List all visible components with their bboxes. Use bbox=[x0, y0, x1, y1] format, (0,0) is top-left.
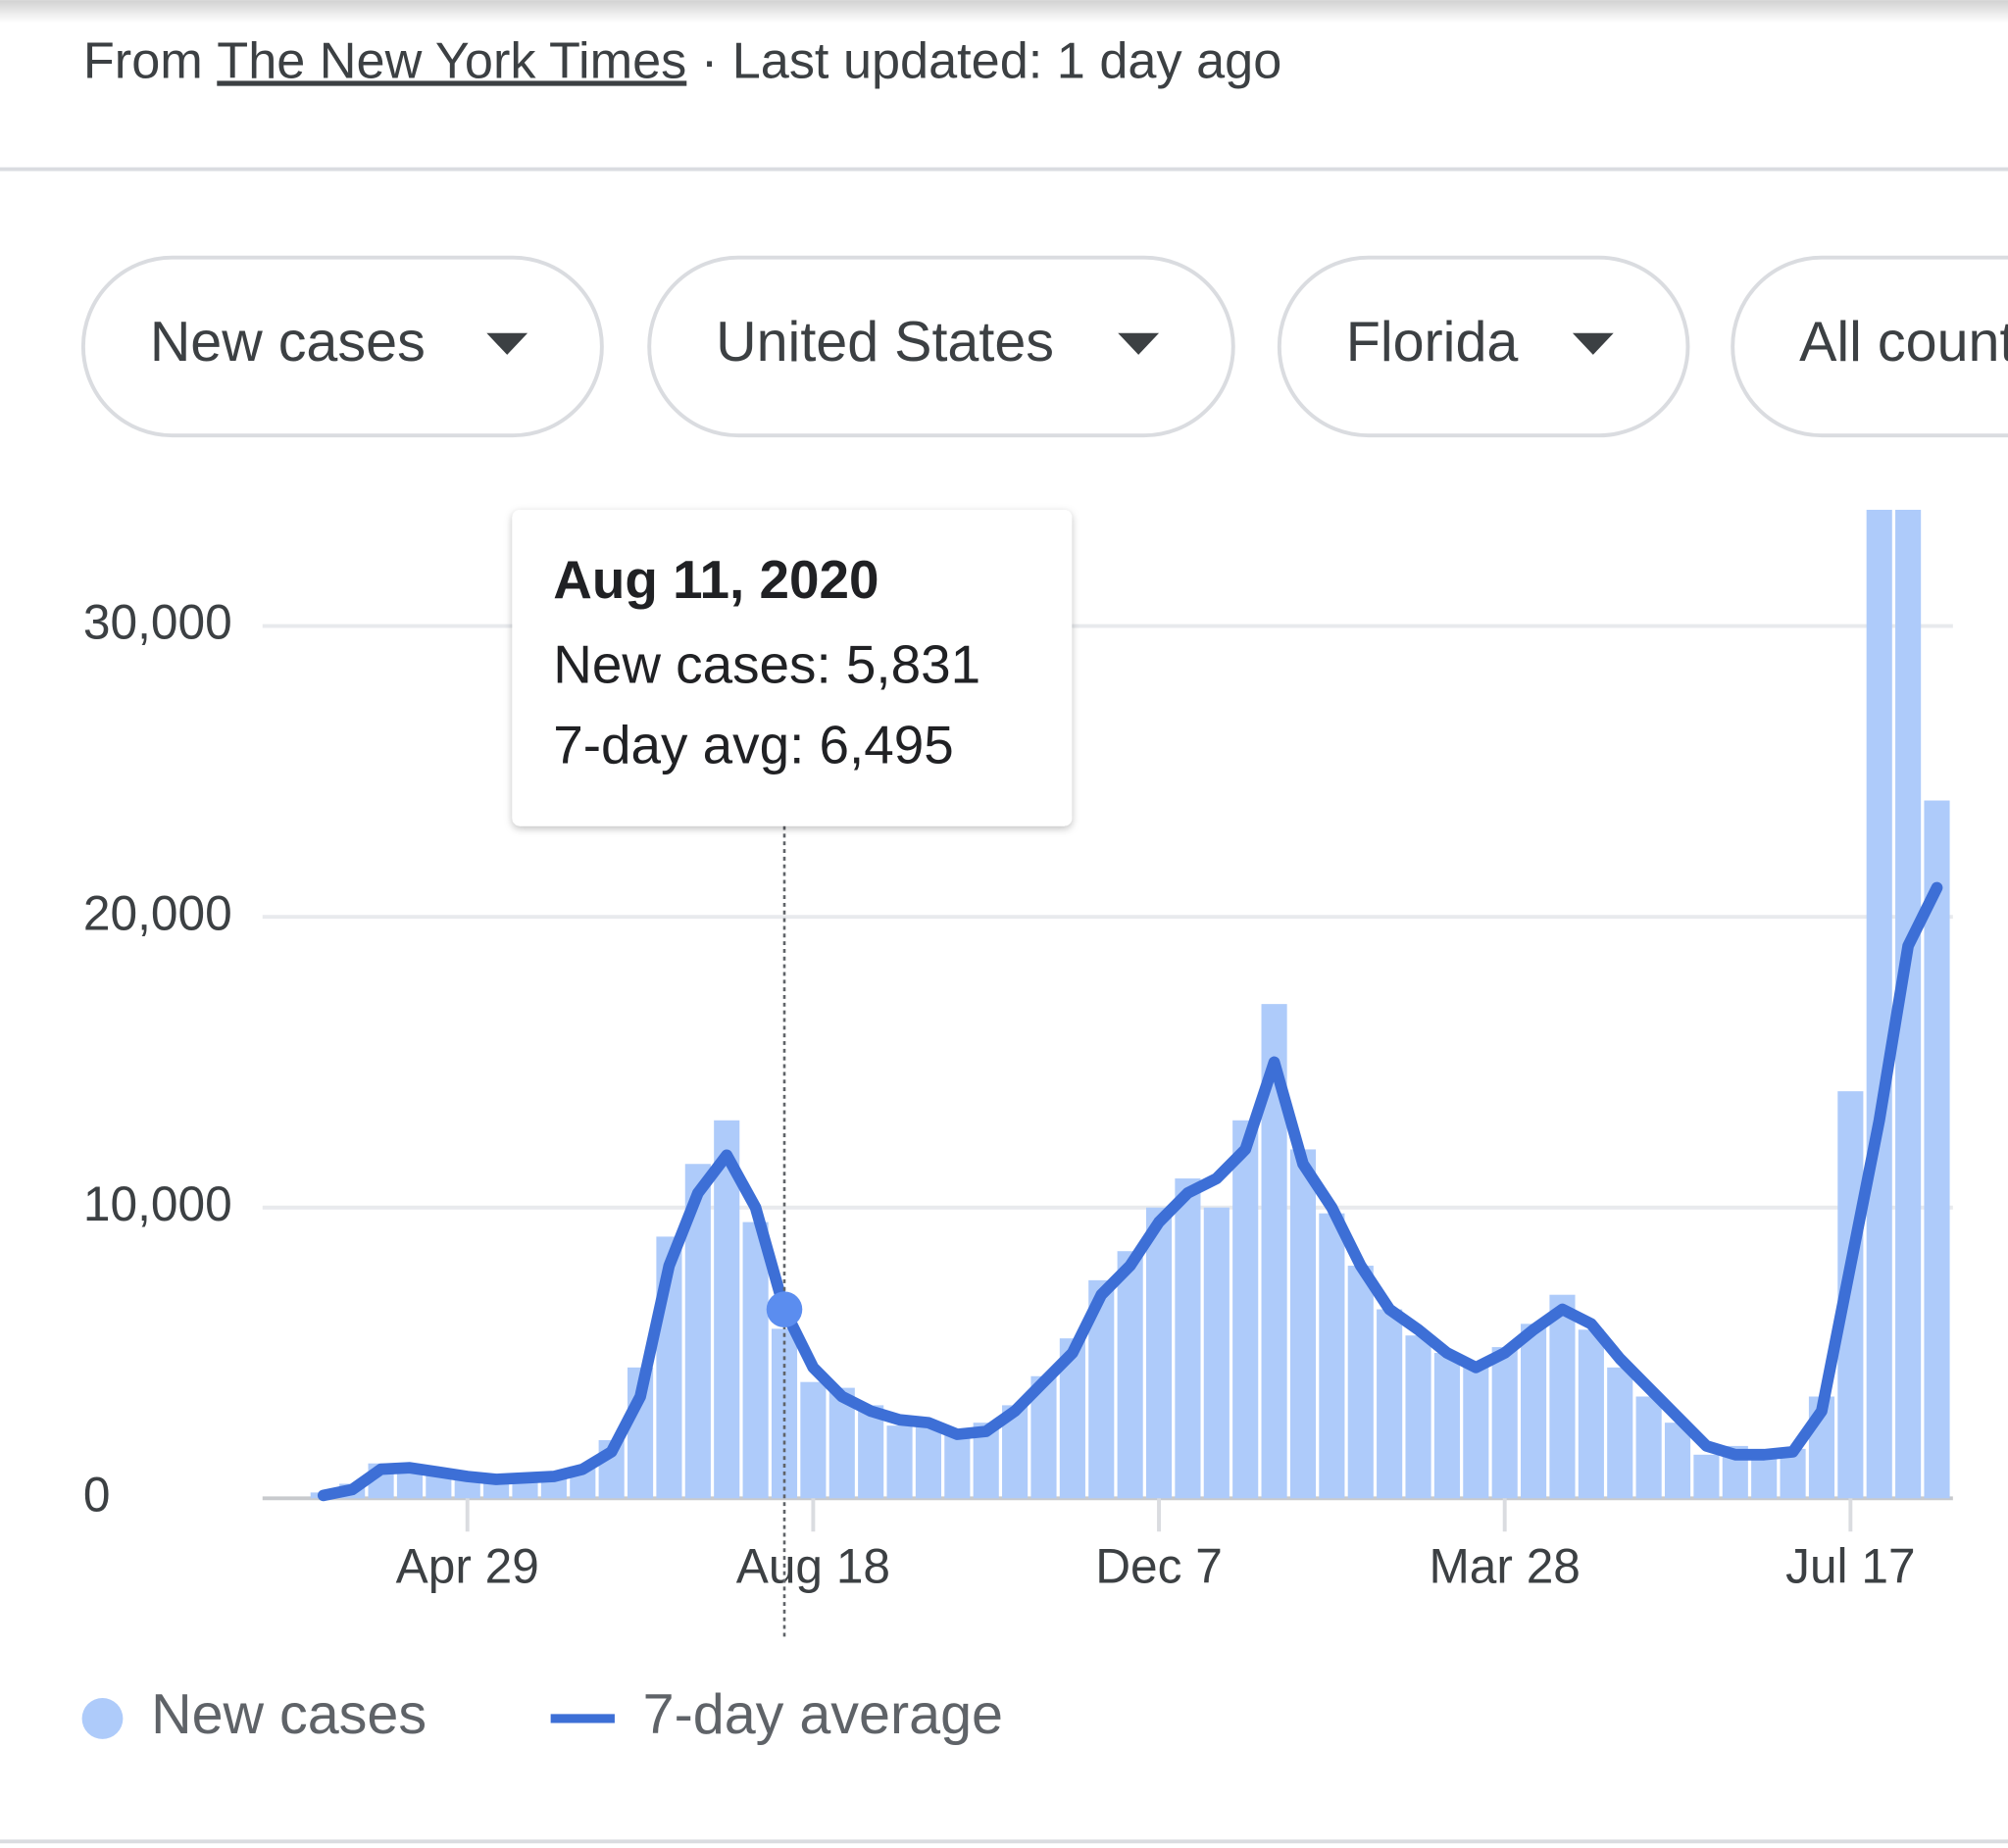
tooltip-date: Aug 11, 2020 bbox=[553, 549, 878, 610]
bar bbox=[1203, 1207, 1230, 1499]
dropdown-chip[interactable]: United States bbox=[647, 255, 1235, 438]
bar bbox=[1232, 1120, 1259, 1499]
bar bbox=[944, 1431, 971, 1499]
tooltip-box bbox=[512, 509, 1073, 826]
bar bbox=[483, 1480, 510, 1499]
legend-label: 7-day average bbox=[643, 1683, 1003, 1746]
y-tick-label: 20,000 bbox=[83, 885, 232, 940]
x-tick-label: Apr 29 bbox=[396, 1539, 539, 1594]
updated-text: · Last updated: 1 day ago bbox=[701, 32, 1281, 89]
bar bbox=[1607, 1367, 1633, 1499]
legend-swatch bbox=[81, 1698, 124, 1739]
plot: 0 10,000 20,000 30,000 Apr 29 Aug 18 Dec 7 Mar … bbox=[81, 509, 1953, 1746]
bar bbox=[800, 1381, 827, 1499]
chip-label: United States bbox=[716, 311, 1054, 374]
dropdown-arrow bbox=[1118, 332, 1160, 355]
legend-label: New cases bbox=[151, 1683, 427, 1746]
source-link[interactable]: The New York Times bbox=[217, 32, 686, 89]
dropdown-chip[interactable]: New cases bbox=[80, 255, 604, 438]
y-tick-label: 30,000 bbox=[83, 595, 232, 650]
bar bbox=[915, 1423, 941, 1499]
source-line: From The New York Times · Last updated: … bbox=[83, 32, 1281, 89]
y-tick-label: 0 bbox=[83, 1467, 111, 1522]
x-tick-label: Jul 17 bbox=[1785, 1539, 1915, 1594]
bar bbox=[886, 1425, 913, 1499]
bar bbox=[1433, 1353, 1460, 1499]
x-tick-label: Aug 18 bbox=[736, 1539, 890, 1594]
tooltip-line: New cases: 5,831 bbox=[553, 633, 980, 694]
bar bbox=[858, 1405, 884, 1499]
chip-label: Florida bbox=[1346, 311, 1519, 374]
chip-row: New cases United States Florida All countie… bbox=[80, 255, 2008, 438]
hover-dot bbox=[766, 1291, 803, 1327]
bar bbox=[1463, 1364, 1489, 1499]
dropdown-chip[interactable]: All counties bbox=[1731, 255, 2008, 438]
bar bbox=[1491, 1347, 1518, 1499]
bar bbox=[1521, 1324, 1547, 1499]
chip-label: New cases bbox=[150, 311, 426, 374]
dropdown-arrow bbox=[486, 332, 528, 355]
bar bbox=[1377, 1309, 1403, 1499]
bar bbox=[1664, 1423, 1691, 1499]
bar bbox=[1347, 1266, 1374, 1499]
bar bbox=[714, 1120, 740, 1499]
bar bbox=[1405, 1335, 1431, 1499]
chip-label: All counties bbox=[1799, 311, 2008, 374]
bar bbox=[1866, 509, 1892, 1499]
bar bbox=[1319, 1213, 1345, 1499]
bar bbox=[1693, 1454, 1720, 1499]
bar bbox=[1175, 1178, 1201, 1499]
bar bbox=[1578, 1329, 1604, 1499]
chip-outline bbox=[80, 255, 604, 438]
bar bbox=[1635, 1396, 1662, 1499]
source-prefix: From bbox=[83, 32, 203, 89]
bar bbox=[1289, 1149, 1317, 1499]
dropdown-chip[interactable]: Florida bbox=[1277, 255, 1690, 438]
bar bbox=[1549, 1294, 1576, 1499]
average-line bbox=[317, 881, 1943, 1502]
bar bbox=[1117, 1251, 1143, 1499]
dropdown-arrow bbox=[1572, 332, 1614, 355]
bars bbox=[310, 509, 1950, 1499]
chip-outline bbox=[1277, 255, 1690, 438]
y-tick-label: 10,000 bbox=[83, 1176, 232, 1231]
x-tick-label: Dec 7 bbox=[1095, 1539, 1223, 1594]
top-shadow bbox=[0, 0, 2008, 24]
tooltip-line: 7-day avg: 6,495 bbox=[553, 715, 954, 775]
bar bbox=[1751, 1457, 1778, 1499]
chip-outline bbox=[1731, 255, 2008, 438]
bar bbox=[1145, 1207, 1173, 1499]
chip-outline bbox=[647, 255, 1235, 438]
x-tick-label: Mar 28 bbox=[1429, 1539, 1580, 1594]
bar bbox=[742, 1222, 769, 1499]
